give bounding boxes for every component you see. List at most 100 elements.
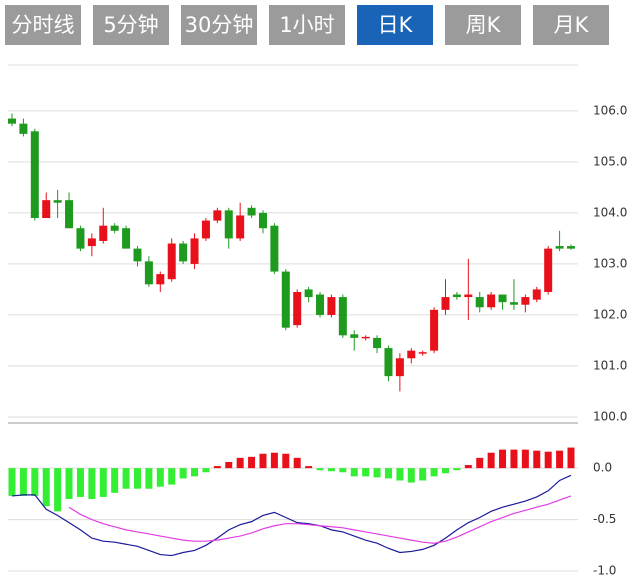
y-tick-label: 103.0 xyxy=(593,256,627,270)
candle-body xyxy=(258,212,267,229)
candle-body xyxy=(201,220,210,239)
macd-bar xyxy=(305,466,313,469)
macd-bar xyxy=(111,468,119,493)
macd-bar xyxy=(99,468,107,497)
y-tick-label: 101.0 xyxy=(593,358,627,372)
y-tick-label: 105.0 xyxy=(593,154,627,168)
macd-bar xyxy=(145,468,153,489)
macd-bar xyxy=(179,468,187,479)
tab[interactable]: 5分钟 xyxy=(93,5,169,45)
macd-bar xyxy=(327,468,335,472)
candle-body xyxy=(464,294,473,298)
candle-body xyxy=(509,302,518,305)
candle-body xyxy=(452,294,461,298)
macd-line xyxy=(11,474,572,557)
macd-bar xyxy=(476,457,484,469)
candle-body xyxy=(190,238,199,264)
macd-bar xyxy=(168,468,176,485)
macd-bar xyxy=(533,450,541,469)
macd-bar xyxy=(191,468,199,477)
candle-body xyxy=(327,297,336,315)
macd-bar xyxy=(213,466,221,469)
macd-bar xyxy=(339,468,347,473)
macd-bar xyxy=(384,468,392,479)
macd-bar xyxy=(270,452,278,469)
macd-bar xyxy=(510,449,518,469)
candle-body xyxy=(532,289,541,300)
y-tick-label: 102.0 xyxy=(593,307,627,321)
candle-body xyxy=(236,215,245,239)
macd-bar xyxy=(556,450,564,469)
macd-bar xyxy=(350,468,358,477)
candle-body xyxy=(316,294,325,315)
tab[interactable]: 月K xyxy=(533,5,609,45)
macd-bar xyxy=(544,451,552,469)
macd-bar xyxy=(8,468,16,496)
macd-bar xyxy=(282,453,290,469)
macd-bar xyxy=(225,461,233,469)
tab[interactable]: 周K xyxy=(445,5,521,45)
tab[interactable]: 分时线 xyxy=(5,5,81,45)
candle-body xyxy=(361,336,370,339)
candle-body xyxy=(430,309,439,351)
candle-body xyxy=(65,200,74,229)
macd-bar xyxy=(19,468,27,496)
macd-bar xyxy=(42,468,50,507)
tab[interactable]: 30分钟 xyxy=(181,5,257,45)
candle-body xyxy=(133,248,142,262)
candle-body xyxy=(373,337,382,349)
candle-body xyxy=(53,200,62,203)
candle-body xyxy=(247,207,256,216)
candle-body xyxy=(521,297,530,305)
candle-body xyxy=(156,274,165,285)
macd-bar xyxy=(453,468,461,471)
candle-body xyxy=(19,123,28,134)
macd-bar xyxy=(259,453,267,469)
candle-body xyxy=(30,131,39,219)
macd-bar xyxy=(54,468,62,512)
macd-bar xyxy=(248,456,256,469)
candle-body xyxy=(281,271,290,328)
macd-bar xyxy=(396,468,404,481)
candle-body xyxy=(567,246,575,249)
candle-body xyxy=(338,297,347,336)
candle-body xyxy=(407,350,416,359)
macd-line xyxy=(68,495,572,544)
macd-bar xyxy=(521,449,529,469)
candle-body xyxy=(110,225,119,231)
y-tick-label: 106.0 xyxy=(593,103,627,117)
tab-bar: 分时线 5分钟 30分钟 1小时 日K 周K 月K xyxy=(0,0,628,52)
candle-body xyxy=(350,334,359,338)
macd-bar xyxy=(133,468,141,489)
y-tick-label: 100.0 xyxy=(593,409,627,423)
candle-body xyxy=(167,243,176,280)
candle-body xyxy=(42,200,51,219)
macd-bar xyxy=(442,468,450,474)
macd-bar xyxy=(362,468,370,477)
candle-body xyxy=(418,352,427,354)
macd-bar xyxy=(202,468,210,473)
candle-body xyxy=(213,210,222,221)
y-tick-label: 0.0 xyxy=(593,461,612,475)
candle-body xyxy=(555,246,564,249)
macd-bar xyxy=(65,468,73,499)
macd-bar xyxy=(567,447,575,469)
macd-bar xyxy=(76,468,84,497)
y-tick-label: -0.5 xyxy=(593,512,616,526)
macd-bar xyxy=(122,468,130,489)
macd-bar xyxy=(316,468,324,471)
candle-body xyxy=(544,248,553,292)
macd-bar xyxy=(293,457,301,469)
candle-body xyxy=(76,228,85,249)
macd-bar xyxy=(419,468,427,481)
tab[interactable]: 1小时 xyxy=(269,5,345,45)
tab[interactable]: 日K xyxy=(357,5,433,45)
candle-body xyxy=(304,289,313,298)
candle-body xyxy=(122,228,131,249)
candle-body xyxy=(179,243,188,262)
macd-bar xyxy=(88,468,96,499)
macd-bar xyxy=(499,449,507,469)
macd-bar xyxy=(487,452,495,469)
